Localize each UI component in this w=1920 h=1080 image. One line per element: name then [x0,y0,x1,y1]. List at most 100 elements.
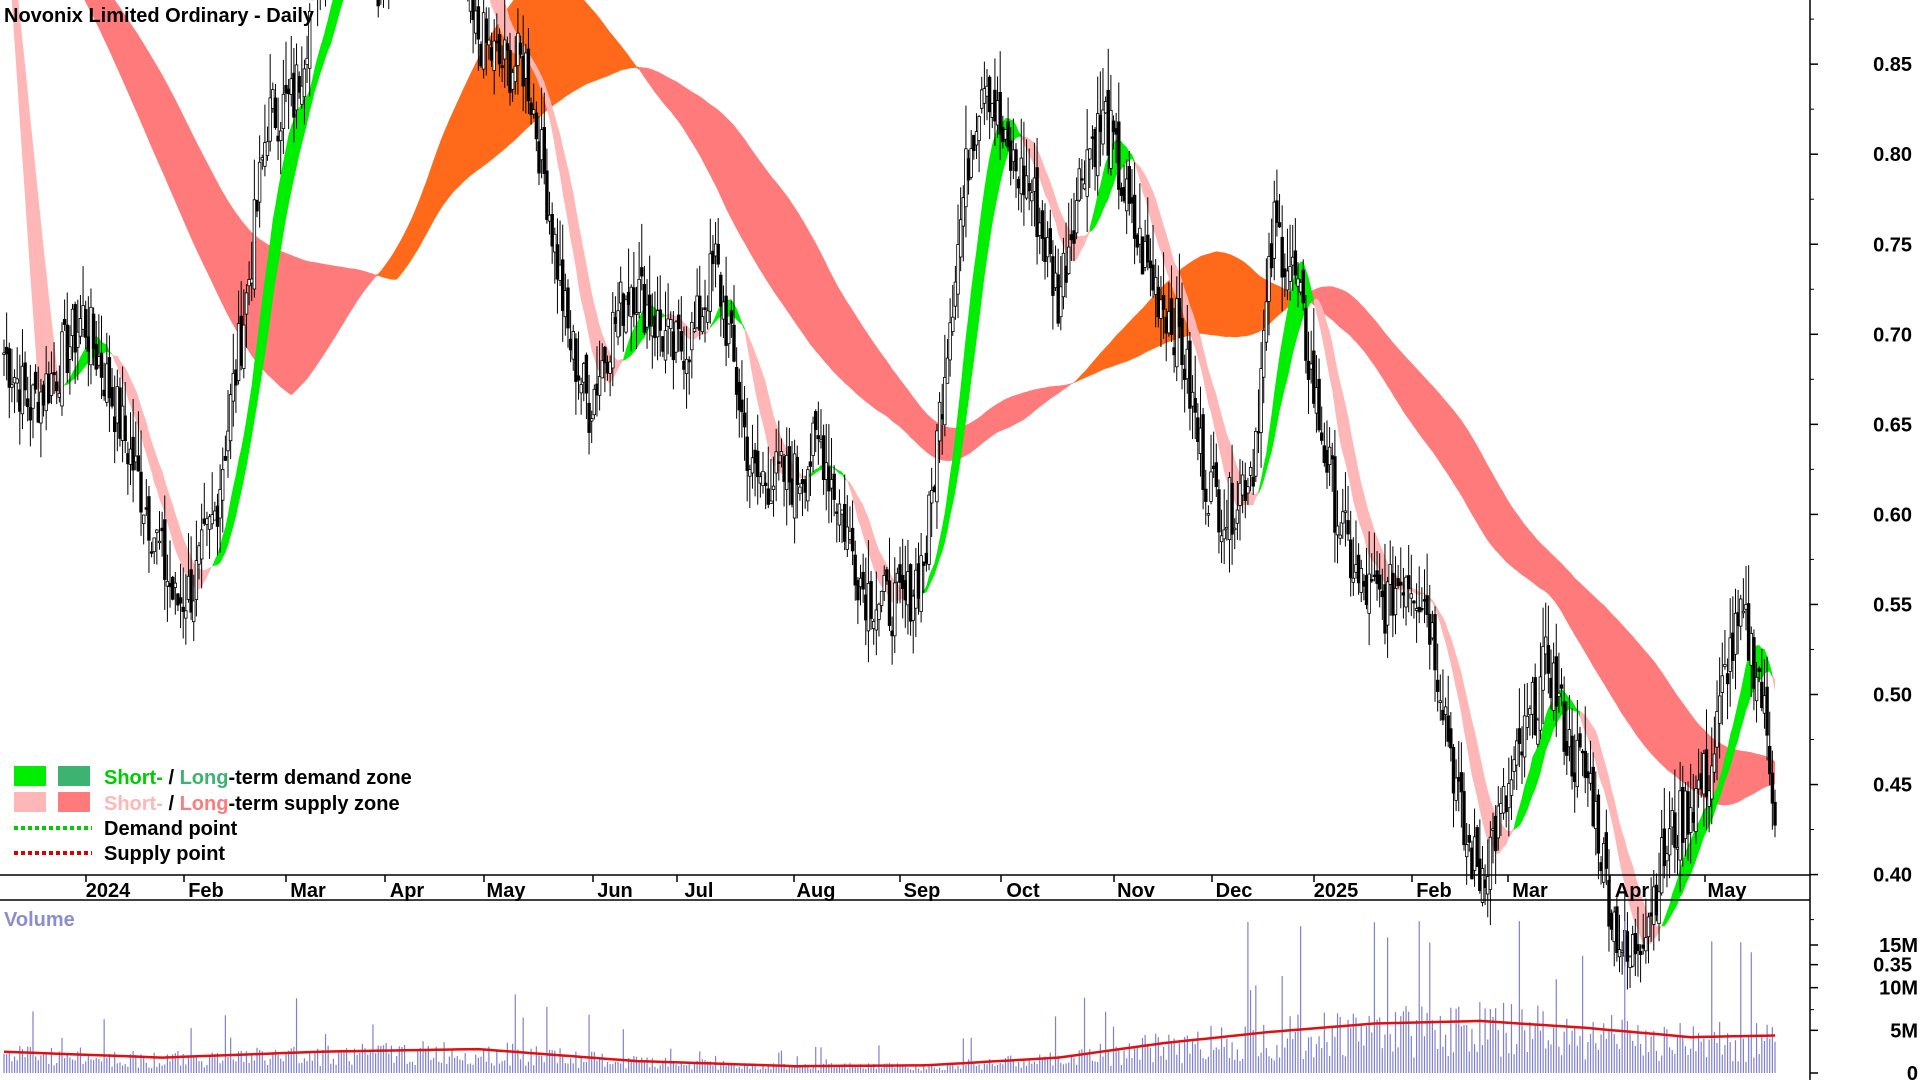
candle-body [302,68,307,98]
candle-body [1096,113,1100,177]
long-term-band-up [1303,286,1775,806]
candle-body [1667,828,1672,856]
candle-body [213,510,217,521]
candle-body [1378,574,1382,590]
candle-body [1027,182,1031,192]
candle-body [1449,728,1453,749]
candle-body [1657,891,1661,924]
long-term-band-up [84,0,379,395]
candle-body [808,461,813,467]
candle-body [1119,187,1124,196]
candle-body [987,76,992,113]
candle-body [286,88,291,95]
candle-body [471,0,475,21]
candle-body [539,129,544,161]
price-tick-label: 0.70 [1873,324,1912,346]
x-tick-label: 2025 [1314,880,1359,902]
candle-body [547,214,552,222]
candle-body [484,18,488,44]
candle-body [703,307,707,310]
candle-body [1462,791,1466,846]
candle-body [278,130,283,142]
short-term-band-up [11,0,65,395]
candle-body [1040,210,1045,239]
candle-body [534,112,539,140]
candle-body [1746,603,1751,661]
candle-body [1583,750,1587,778]
x-tick-label: Jul [685,880,714,902]
candle-body [1275,200,1279,223]
candle-body [1346,520,1350,535]
candle-body [555,244,560,280]
candle-body [927,494,931,565]
candle-body [526,48,531,102]
short-term-band-down [1089,139,1135,233]
candle-body [700,316,705,333]
candle-body [1607,879,1611,927]
candle-body [84,309,88,338]
candle-body [33,371,38,390]
candle-body [1754,676,1759,702]
candle-body [1625,931,1630,962]
candle-body [492,40,496,71]
candle-body [1304,307,1308,361]
candle-body [706,310,710,323]
candle-body [1277,222,1282,228]
candle-body [1554,656,1558,707]
candle-body [1351,577,1355,583]
candle-body [1475,827,1479,867]
candle-body [1016,178,1021,189]
candle-body [1641,944,1645,949]
candle-body [218,489,222,519]
candle-body [23,362,27,391]
candle-body [961,197,965,227]
candle-body [481,12,486,70]
candle-body [785,454,789,490]
candle-body [1496,805,1500,839]
x-tick-label: Jun [597,880,633,902]
candle-body [692,328,697,333]
x-tick-label: Apr [390,880,425,902]
candle-body [1562,701,1566,752]
legend-swatch-long-demand [58,766,90,786]
candle-body [199,529,204,560]
candle-body [1443,706,1448,716]
candle-body [1770,772,1775,804]
short-term-band-down [1258,261,1314,494]
candle-body [1267,256,1271,302]
candle-body [1757,668,1761,672]
candle-body [1014,149,1018,172]
candle-body [176,593,180,606]
candle-body [1293,250,1298,276]
x-tick-label: 2024 [86,880,131,902]
candle-body [669,319,673,329]
candle-body [57,392,61,398]
candle-body [679,331,683,352]
candle-body [737,381,741,411]
price-tick-label: 0.55 [1873,594,1912,616]
candle-body [1038,222,1042,236]
candle-body [800,478,805,485]
price-tick-label: 0.45 [1873,775,1912,797]
x-tick-label: May [487,880,527,902]
candle-body [658,309,662,331]
candle-body [1591,766,1595,827]
short-term-band-down [1514,688,1580,830]
candle-body [600,360,604,379]
candle-body [1288,265,1292,282]
candle-body [690,321,694,351]
short-term-band-down [910,118,1022,598]
candle-body [1172,347,1176,356]
candle-body [1006,121,1010,148]
candle-body [242,324,246,369]
x-tick-label: Nov [1117,880,1156,902]
candle-body [837,503,842,526]
candle-body [750,457,755,474]
candle-body [1032,177,1037,192]
candle-body [1090,136,1095,139]
candle-body [1567,729,1572,748]
candle-body [1710,765,1714,800]
candle-body [4,346,9,355]
candle-body [998,92,1002,135]
candle-body [15,378,19,384]
